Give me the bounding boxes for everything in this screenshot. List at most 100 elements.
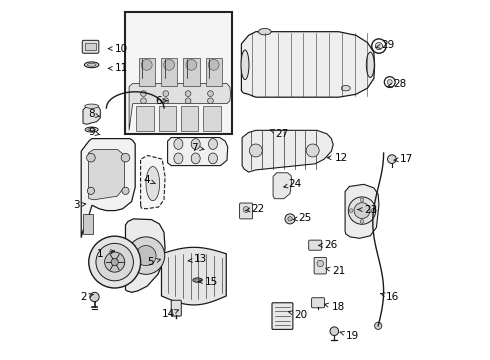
Ellipse shape (191, 139, 200, 149)
Text: 13: 13 (188, 254, 207, 264)
Bar (139, 58, 155, 86)
Text: 2: 2 (81, 292, 93, 302)
Circle shape (87, 153, 95, 162)
Bar (181, 106, 198, 131)
Bar (161, 58, 177, 86)
Polygon shape (273, 173, 292, 199)
Circle shape (348, 197, 376, 224)
Circle shape (388, 155, 396, 163)
Text: 25: 25 (293, 213, 312, 223)
Text: 21: 21 (326, 266, 345, 276)
Circle shape (186, 59, 197, 70)
Circle shape (104, 252, 125, 272)
Text: 5: 5 (147, 257, 161, 267)
Circle shape (141, 91, 147, 96)
Text: 6: 6 (155, 96, 167, 106)
Circle shape (141, 98, 147, 104)
Circle shape (185, 91, 191, 96)
Circle shape (136, 246, 156, 266)
Circle shape (306, 144, 319, 157)
Text: 3: 3 (73, 200, 86, 210)
Polygon shape (125, 219, 165, 292)
Ellipse shape (174, 153, 183, 164)
Bar (85, 43, 96, 50)
Text: 4: 4 (143, 175, 155, 185)
Ellipse shape (146, 166, 160, 201)
Polygon shape (83, 104, 100, 124)
Ellipse shape (87, 63, 96, 66)
FancyBboxPatch shape (171, 300, 181, 316)
Ellipse shape (84, 62, 99, 68)
Text: 14: 14 (162, 309, 178, 319)
Circle shape (111, 258, 118, 266)
Text: 18: 18 (324, 302, 344, 312)
Circle shape (371, 209, 374, 212)
Circle shape (87, 187, 95, 194)
Bar (83, 214, 93, 234)
Circle shape (374, 322, 382, 329)
Circle shape (163, 91, 169, 96)
Circle shape (121, 153, 130, 162)
Polygon shape (141, 156, 165, 209)
Bar (183, 58, 199, 86)
Ellipse shape (85, 104, 98, 108)
Circle shape (243, 207, 249, 212)
Bar (203, 106, 220, 131)
Circle shape (89, 236, 141, 288)
Circle shape (208, 91, 213, 96)
Polygon shape (168, 138, 228, 166)
Ellipse shape (85, 127, 98, 132)
Circle shape (285, 214, 295, 224)
Polygon shape (81, 139, 135, 238)
FancyBboxPatch shape (312, 298, 324, 308)
Circle shape (375, 42, 383, 50)
Text: 29: 29 (375, 40, 394, 50)
Text: 16: 16 (381, 292, 399, 302)
Text: 23: 23 (358, 204, 377, 215)
Text: 10: 10 (108, 44, 128, 54)
Text: 7: 7 (192, 143, 204, 153)
Circle shape (96, 243, 133, 281)
Text: 17: 17 (394, 154, 413, 164)
Ellipse shape (174, 139, 183, 149)
Text: 22: 22 (245, 204, 265, 214)
FancyBboxPatch shape (309, 240, 321, 250)
Ellipse shape (195, 279, 200, 281)
Polygon shape (129, 84, 231, 130)
Circle shape (288, 217, 292, 221)
Circle shape (185, 98, 191, 104)
Circle shape (360, 220, 364, 223)
Bar (125, 12, 232, 134)
Text: 28: 28 (388, 78, 407, 89)
Circle shape (330, 327, 339, 336)
Ellipse shape (259, 28, 271, 35)
Bar (136, 106, 153, 131)
Ellipse shape (191, 153, 200, 164)
Polygon shape (88, 149, 124, 200)
Text: 11: 11 (108, 63, 128, 73)
FancyBboxPatch shape (314, 257, 326, 274)
Circle shape (122, 187, 129, 194)
Circle shape (163, 98, 169, 104)
Text: 24: 24 (284, 179, 301, 189)
FancyBboxPatch shape (82, 40, 99, 53)
Ellipse shape (241, 50, 249, 80)
Polygon shape (345, 184, 379, 238)
Text: 15: 15 (198, 276, 218, 287)
Polygon shape (242, 130, 333, 172)
Polygon shape (242, 32, 374, 97)
Text: 27: 27 (270, 129, 289, 139)
Circle shape (141, 59, 152, 70)
Text: 19: 19 (340, 330, 359, 341)
Circle shape (317, 260, 323, 267)
Text: 9: 9 (88, 127, 100, 138)
Text: 20: 20 (289, 310, 308, 320)
FancyBboxPatch shape (240, 203, 252, 219)
Ellipse shape (387, 80, 392, 85)
Circle shape (90, 292, 99, 302)
Polygon shape (162, 247, 226, 305)
Bar (206, 58, 222, 86)
Circle shape (360, 198, 364, 202)
Circle shape (164, 59, 174, 70)
Circle shape (208, 98, 213, 104)
